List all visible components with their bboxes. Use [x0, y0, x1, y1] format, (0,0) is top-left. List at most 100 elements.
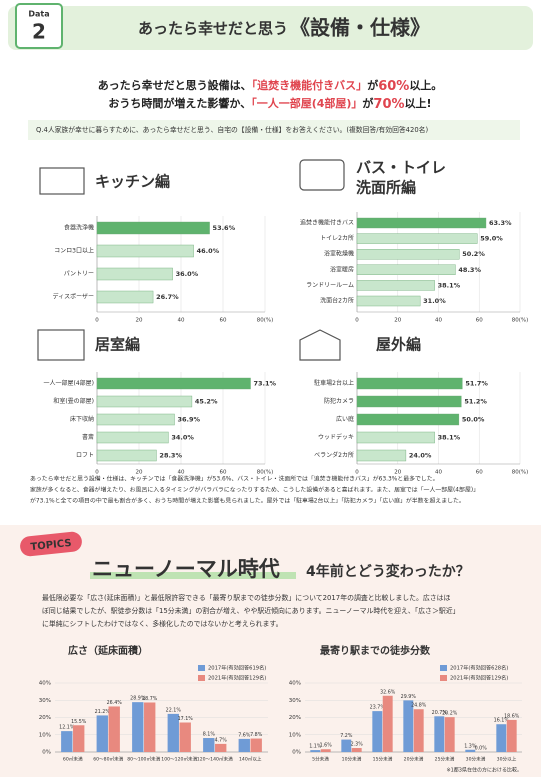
category-label: ウッドデッキ — [318, 433, 354, 441]
chart-title: キッチン編 — [95, 173, 170, 191]
category-label: 書斎 — [82, 433, 94, 441]
x-tick-label: 10分未満 — [342, 756, 362, 763]
value-label: 0.0% — [475, 746, 488, 752]
legend-swatch — [440, 665, 447, 671]
value-label: 73.1% — [254, 380, 277, 388]
bar — [108, 706, 120, 752]
value-label: 38.1% — [438, 281, 461, 289]
intro-segment: 60% — [378, 79, 409, 94]
y-tick-label: 10% — [39, 732, 51, 738]
bar — [356, 377, 463, 390]
bar — [356, 413, 460, 426]
value-label: 26.4% — [107, 700, 123, 706]
bar — [356, 395, 462, 408]
value-label: 17.1% — [178, 716, 194, 722]
value-label: 7.2% — [340, 733, 353, 739]
x-tick-label: 100〜120㎡未満 — [161, 756, 197, 763]
header-badge — [15, 3, 63, 49]
bar — [96, 715, 108, 752]
footnote: ※1都3県在住の方における比較。 — [446, 767, 522, 774]
category-label: 床下収納 — [70, 415, 94, 423]
value-label: 8.1% — [203, 732, 216, 738]
bar — [132, 702, 144, 752]
value-label: 4.7% — [215, 737, 228, 743]
x-tick-label: 0 — [355, 318, 359, 324]
x-tick-label: 80〜100㎡未満 — [127, 756, 160, 763]
y-tick-label: 30% — [39, 698, 51, 704]
value-label: 28.7% — [142, 696, 158, 702]
value-label: 59.0% — [480, 235, 503, 243]
bar — [179, 722, 191, 752]
x-tick-label: 60 — [220, 470, 227, 476]
bar — [96, 290, 154, 304]
topics-badge: TOPICS — [30, 538, 72, 553]
bar — [167, 713, 179, 752]
bar — [356, 264, 456, 275]
x-tick-label: 60〜80㎡未満 — [93, 756, 123, 763]
category-label: 浴室乾燥機 — [324, 250, 354, 258]
legend-swatch — [440, 675, 447, 681]
badge-top: Data — [28, 10, 49, 19]
topics-title-underline — [90, 572, 296, 579]
value-label: 50.2% — [462, 250, 485, 258]
bar — [356, 248, 460, 260]
intro-segment: 「追焚き機能付きバス」 — [252, 78, 368, 92]
value-label: 36.9% — [177, 416, 200, 424]
y-tick-label: 10% — [289, 732, 301, 738]
value-label: 23.7% — [370, 705, 386, 711]
category-label: 食器洗浄機 — [64, 224, 94, 232]
intro-line: あったら幸せだと思う設備は、「追焚き機能付きバス」が60%以上。 — [98, 78, 443, 94]
x-tick-label: 20 — [394, 318, 401, 324]
category-label: 広い庭 — [336, 415, 354, 423]
intro-segment: 以上。 — [409, 78, 442, 92]
bar — [96, 413, 175, 426]
chart-title: 広さ（延床面積） — [68, 644, 148, 657]
bar — [413, 709, 424, 752]
intro-segment: 「一人一部屋(4部屋)」 — [251, 96, 362, 110]
icons — [37, 159, 345, 361]
y-tick-label: 0% — [292, 750, 301, 756]
value-label: 7.6% — [238, 732, 251, 738]
category-label: 洗面台2カ所 — [320, 297, 354, 305]
x-tick-label: 120〜140㎡未満 — [197, 756, 233, 763]
bar — [465, 749, 476, 752]
x-tick-label: 80(%) — [257, 318, 274, 324]
category-label: 浴室暖房 — [330, 265, 354, 273]
bar — [73, 725, 85, 752]
y-tick-label: 20% — [39, 715, 51, 721]
legend-label: 2017年(有効回答619名) — [208, 664, 266, 672]
x-tick-label: 80(%) — [512, 318, 529, 324]
x-tick-label: 25分未満 — [435, 756, 455, 763]
chart-title: 屋外編 — [376, 336, 421, 354]
value-label: 26.7% — [156, 293, 179, 301]
bar — [250, 738, 262, 752]
category-label: コンロ3口以上 — [54, 247, 94, 255]
bar — [356, 449, 407, 462]
bar — [96, 431, 169, 444]
bar — [356, 295, 421, 307]
y-tick-label: 40% — [289, 681, 301, 687]
bar — [356, 280, 435, 291]
intro-segment: が — [362, 96, 373, 110]
x-tick-label: 20 — [136, 318, 143, 324]
value-label: 38.1% — [438, 434, 461, 442]
chart-title: 最寄り駅までの徒歩分数 — [320, 644, 431, 657]
x-tick-label: 60 — [220, 318, 227, 324]
x-tick-label: 40 — [178, 470, 185, 476]
x-tick-label: 15分未満 — [373, 756, 393, 763]
chart-title: バス・トイレ — [356, 159, 446, 177]
summary-line: あったら幸せだと思う設備・仕様は、キッチンでは「食器洗浄機」が53.6%、バス・… — [30, 475, 439, 483]
value-label: 12.1% — [59, 725, 75, 731]
bar — [444, 717, 455, 752]
category-label: ロフト — [76, 452, 94, 459]
category-label: 追焚き機能付きバス — [300, 219, 354, 227]
value-label: 16.1% — [494, 718, 510, 724]
intro-segment: 70% — [373, 97, 404, 112]
value-label: 15.5% — [71, 719, 87, 725]
bar — [96, 221, 210, 235]
y-tick-label: 30% — [289, 698, 301, 704]
value-label: 29.9% — [401, 694, 417, 700]
bath-icon — [299, 159, 345, 191]
bar — [403, 700, 414, 752]
